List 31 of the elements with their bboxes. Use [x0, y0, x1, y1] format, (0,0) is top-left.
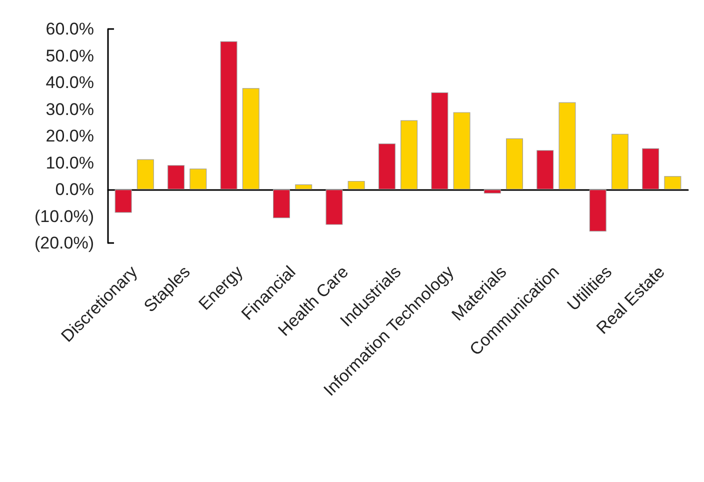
- bar: [272, 190, 290, 218]
- y-tick-label: 60.0%: [46, 20, 94, 38]
- bar: [642, 148, 660, 190]
- y-tick-label: (10.0%): [34, 206, 94, 226]
- bar: [136, 159, 154, 190]
- y-tick-label: 30.0%: [46, 100, 94, 119]
- bar: [400, 120, 418, 190]
- bar: [378, 143, 396, 190]
- bar: [114, 190, 132, 213]
- bar: [453, 112, 470, 190]
- y-tick-label: 50.0%: [46, 46, 94, 66]
- bar: [326, 190, 343, 225]
- y-tick-label: 40.0%: [46, 73, 94, 92]
- bar: [558, 102, 576, 190]
- bar: [506, 138, 524, 190]
- bar: [190, 168, 207, 190]
- bar: [431, 92, 448, 190]
- bar: [220, 41, 238, 190]
- y-tick-label: 20.0%: [46, 126, 94, 146]
- bar: [242, 88, 260, 190]
- bar: [589, 190, 606, 232]
- bar: [168, 165, 185, 190]
- bar: [348, 180, 365, 190]
- y-tick-label: (20.0%): [34, 234, 94, 252]
- bar: [536, 150, 554, 190]
- bar: [664, 176, 682, 190]
- bar: [295, 184, 312, 190]
- y-tick-label: 0.0%: [55, 180, 94, 199]
- bar: [484, 190, 501, 194]
- bar: [611, 134, 628, 190]
- y-tick-label: 10.0%: [46, 153, 94, 172]
